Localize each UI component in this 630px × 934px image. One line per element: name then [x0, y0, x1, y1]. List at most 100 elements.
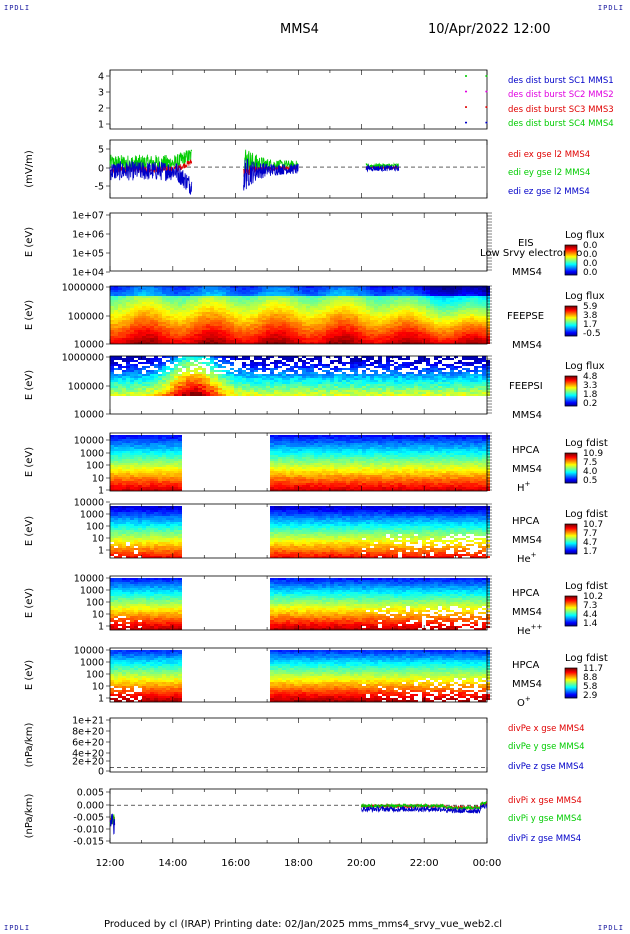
divpe-ytick-label: 0 [98, 767, 104, 778]
eis-ytick-label: 1e+04 [72, 268, 104, 279]
divpe-ytick-label: 6e+20 [72, 738, 104, 749]
feepsi-ytick-label: 10000 [74, 410, 104, 421]
feepse-colorbar-label: 1.7 [583, 320, 597, 330]
eis-ytick-label: 1e+06 [72, 230, 104, 241]
panel-divpi: 0.005 0.000-0.005-0.010-0.015 (nPa/km) divP… [24, 788, 582, 848]
feepsi-colorbar-label: 3.3 [583, 381, 597, 391]
hpca_o-instrument-label: HPCA [512, 660, 540, 671]
feepsi-instrument-label: FEEPSI [509, 381, 543, 392]
divpe-frame [109, 717, 488, 773]
hpca_h-colorbar-label: 10.9 [583, 449, 603, 459]
hpca_h-spectrogram [110, 435, 490, 491]
divpe-legend-entry: divPe z gse MMS4 [508, 762, 584, 772]
hpca_he-ytick-label: 100 [86, 522, 104, 533]
hpca_h-ylabel: E (eV) [24, 447, 35, 477]
hpca_he-ytick-label: 1 [98, 546, 104, 557]
panel-feepse: 1000000 100000 10000 E (eV) FEEPSE MMS4 [24, 283, 544, 352]
hpca_he-colorbar-title: Log fdist [565, 509, 608, 520]
divpi-legend-entry: divPi y gse MMS4 [508, 814, 582, 824]
hpca_h-colorbar-label: 4.0 [583, 467, 598, 477]
feepse-spacecraft-label: MMS4 [512, 340, 542, 351]
eis-colorbar-label: 0.0 [583, 259, 598, 269]
feepse-ytick-label: 10000 [74, 340, 104, 351]
time-tick-label: 22:00 [410, 858, 439, 869]
hpca_hepp-colorbar-title: Log fdist [565, 581, 608, 592]
hpca_o-ytick-label: 1000 [80, 658, 104, 669]
hpca_he-colorbar-label: 7.7 [583, 529, 597, 539]
feepsi-ytick-label: 1000000 [62, 353, 104, 364]
hpca_he-ytick-label: 1000 [80, 510, 104, 521]
burst-marker [485, 106, 488, 108]
burst-marker [485, 90, 488, 93]
burst-legend-entry: des dist burst SC3 MMS3 [508, 105, 614, 115]
hpca_hepp-ytick-label: 100 [86, 598, 104, 609]
edi-ytick-label: -5 [95, 182, 104, 193]
divpe-legend-entry: divPe y gse MMS4 [508, 742, 585, 752]
time-tick-label: 00:00 [473, 858, 502, 869]
burst-marker [465, 106, 468, 108]
feepse-ytick-label: 100000 [68, 312, 104, 323]
hpca_he-spectrogram [110, 506, 490, 558]
page-title: MMS4 [280, 22, 319, 37]
eis-colorbar-label: 0.0 [583, 268, 598, 278]
hpca_hepp-colorbar-label: 4.4 [583, 610, 598, 620]
footer-text: Produced by cl (IRAP) Printing date: 02/… [104, 919, 503, 930]
hpca_h-ytick-label: 100 [86, 461, 104, 472]
corner-label-bottom-right: IPDLI [597, 924, 624, 932]
divpe-ylabel: (nPa/km) [24, 723, 35, 768]
divpi-frame [109, 788, 488, 844]
feepse-colorbar-label: 3.8 [583, 311, 598, 321]
divpe-ytick-label: 2e+20 [72, 757, 104, 768]
edi-ytick-label: 0 [98, 164, 104, 175]
corner-label-top-left: IPDLI [4, 4, 31, 12]
feepse-colorbar-label: -0.5 [583, 329, 601, 339]
hpca_he-ytick-label: 10 [92, 534, 104, 545]
eis-ytick-label: 1e+05 [72, 249, 104, 260]
edi-trace [109, 160, 193, 195]
hpca_hepp-ytick-label: 10 [92, 610, 104, 621]
hpca_he-colorbar-label: 4.7 [583, 538, 597, 548]
hpca_h-ytick-label: 10000 [74, 436, 104, 447]
burst-ytick-label: 4 [98, 72, 104, 83]
burst-frame [109, 69, 488, 130]
divpi-legend-entry: divPi z gse MMS4 [508, 834, 581, 844]
edi-ytick-label: 5 [98, 145, 104, 156]
eis-colorbar-title: Log flux [565, 230, 605, 241]
hpca_o-colorbar-label: 8.8 [583, 673, 598, 683]
burst-marker [485, 75, 488, 77]
edi-trace [365, 163, 400, 173]
panel-feepsi: 1000000 100000 10000 E (eV) FEEPSI MMS4 [24, 353, 543, 422]
divpi-trace [360, 800, 487, 811]
feepse-colorbar-title: Log flux [565, 291, 605, 302]
divpi-ytick-label: 0.005 [77, 788, 104, 799]
burst-legend-entry: des dist burst SC1 MMS1 [508, 76, 614, 86]
burst-legend-entry: des dist burst SC2 MMS2 [508, 90, 614, 100]
time-tick-label: 12:00 [96, 858, 125, 869]
divpi-ytick-label: -0.005 [73, 813, 104, 824]
divpi-ylabel: (nPa/km) [24, 794, 35, 839]
feepsi-colorbar-label: 0.2 [583, 399, 597, 409]
panel-burst: 1 2 3 4 des dist burst SC1 MMS1 des dist burs… [98, 69, 614, 131]
corner-label-top-right: IPDLI [597, 4, 624, 12]
burst-ytick-label: 1 [98, 120, 104, 131]
eis-colorbar-label: 0.0 [583, 241, 598, 251]
hpca_h-species-label: H+ [517, 480, 531, 494]
hpca_hepp-species-label: He++ [517, 623, 543, 637]
hpca_hepp-ytick-label: 1000 [80, 586, 104, 597]
eis-overlay-label: Low Srvy electron to [480, 248, 582, 259]
burst-marker [465, 90, 468, 93]
eis-frame [109, 212, 488, 272]
divpe-ytick-label: 8e+20 [72, 727, 104, 738]
divpi-ytick-label: -0.010 [73, 825, 104, 836]
panel-eis: 1e+07 1e+06 1e+05 1e+04 E (eV) EIS MMS4 Low Srv… [24, 211, 582, 279]
hpca_he-colorbar-label: 1.7 [583, 547, 597, 557]
edi-trace [109, 149, 193, 172]
edi-legend-entry: edi ey gse l2 MMS4 [508, 168, 590, 178]
eis-spacecraft-label: MMS4 [512, 267, 542, 278]
